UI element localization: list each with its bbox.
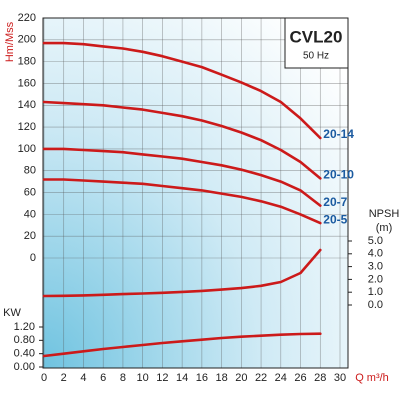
y-tick-label: 160 (18, 77, 36, 89)
y-tick-label: 120 (18, 121, 36, 133)
series-label: 20-14 (323, 127, 354, 141)
x-tick-label: 30 (334, 372, 346, 384)
chart-subtitle: 50 Hz (303, 51, 329, 62)
y-tick-label: 5.0 (368, 235, 383, 247)
y-tick-label: 3.0 (368, 261, 383, 273)
series-label: 20-5 (323, 212, 347, 226)
x-tick-label: 16 (196, 372, 208, 384)
npsh-axis-label: NPSH (369, 208, 400, 220)
plot-background (43, 18, 348, 368)
curve (42, 100, 322, 180)
y-tick-label: 0.40 (14, 348, 35, 360)
y-tick-label: 60 (24, 186, 36, 198)
y-tick-label: 200 (18, 34, 36, 46)
y-tick-label: 4.0 (368, 248, 383, 260)
x-tick-label: 8 (120, 372, 126, 384)
chart-title: CVL20 (290, 27, 343, 46)
y-tick-label: 0 (30, 252, 36, 264)
x-tick-label: 18 (215, 372, 227, 384)
curve (42, 178, 322, 225)
curve (42, 248, 322, 298)
y-tick-label: 220 (18, 12, 36, 24)
x-tick-label: 20 (235, 372, 247, 384)
kw-axis-label: KW (3, 307, 21, 319)
y-tick-label: 140 (18, 99, 36, 111)
y-tick-label: 180 (18, 56, 36, 68)
x-tick-label: 4 (80, 372, 86, 384)
x-tick-label: 0 (41, 372, 47, 384)
x-tick-label: 6 (100, 372, 106, 384)
curve (42, 332, 322, 358)
y-tick-label: 80 (24, 165, 36, 177)
title-box (284, 17, 349, 69)
y-tick-label: 40 (24, 208, 36, 220)
y-tick-label: 1.20 (14, 321, 35, 333)
y-tick-label: 100 (18, 143, 36, 155)
x-tick-label: 24 (275, 372, 287, 384)
x-tick-label: 22 (255, 372, 267, 384)
y-tick-label: 0.00 (14, 361, 35, 373)
x-tick-label: 10 (137, 372, 149, 384)
y-axis-label: Hm/Mss (4, 21, 16, 62)
y-tick-label: 0.80 (14, 334, 35, 346)
x-tick-label: 14 (176, 372, 188, 384)
curve (42, 147, 322, 207)
series-label: 20-10 (323, 168, 354, 182)
x-tick-label: 28 (314, 372, 326, 384)
y-tick-label: 2.0 (368, 273, 383, 285)
curve (42, 41, 322, 140)
y-tick-label: 20 (24, 230, 36, 242)
plot-frame (42, 17, 349, 369)
x-tick-label: 26 (294, 372, 306, 384)
x-tick-label: 2 (61, 372, 67, 384)
x-axis-label: Q m³/h (355, 372, 389, 384)
y-tick-label: 0.0 (368, 299, 383, 311)
npsh-axis-unit: (m) (376, 222, 393, 234)
series-label: 20-7 (323, 195, 347, 209)
y-tick-label: 1.0 (368, 286, 383, 298)
x-tick-label: 12 (156, 372, 168, 384)
